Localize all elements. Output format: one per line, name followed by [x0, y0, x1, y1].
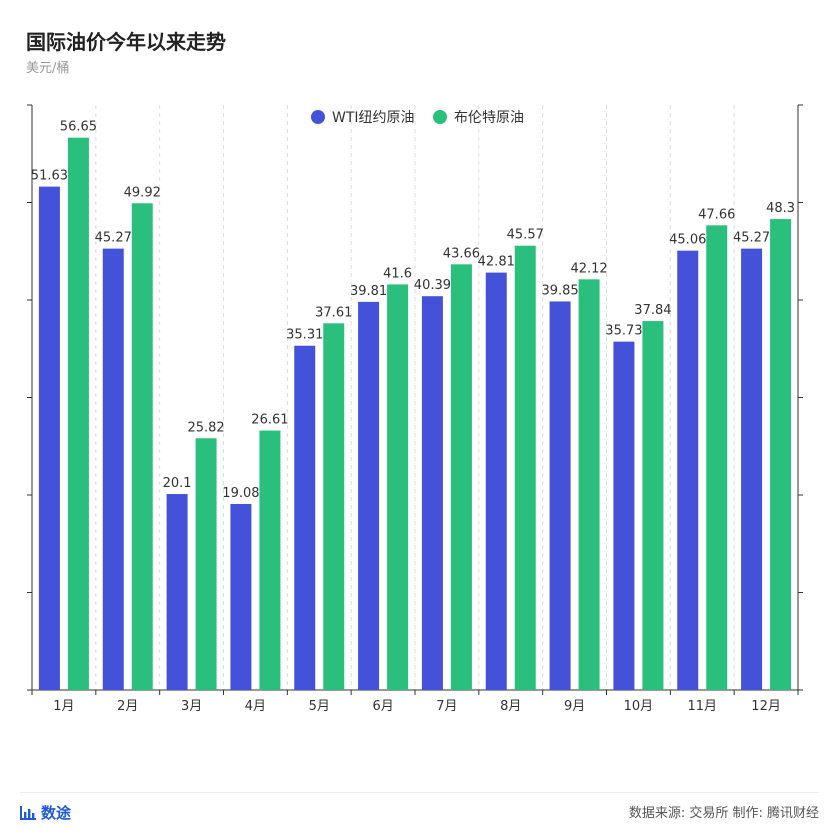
bar-wti — [294, 345, 316, 690]
x-tick-label: 7月 — [436, 699, 457, 714]
data-label: 45.27 — [733, 231, 770, 246]
data-label: 35.31 — [286, 328, 323, 343]
bar-wti — [358, 301, 380, 690]
x-tick-label: 10月 — [624, 699, 654, 714]
bar-brent — [706, 225, 728, 690]
legend-marker — [433, 110, 447, 124]
data-label: 35.73 — [605, 324, 642, 339]
bar-wti — [549, 301, 571, 690]
bar-wti — [102, 248, 124, 690]
x-tick-label: 11月 — [687, 699, 717, 714]
legend-marker — [311, 110, 325, 124]
bar-brent — [578, 279, 600, 690]
axes — [27, 104, 803, 695]
bar-chart-icon — [20, 805, 36, 820]
data-label: 42.81 — [478, 255, 515, 270]
bar-wti — [230, 503, 252, 690]
x-tick-label: 6月 — [372, 699, 393, 714]
bar-wti — [38, 186, 60, 691]
x-tick-label: 1月 — [53, 699, 74, 714]
bar-wti — [421, 296, 443, 690]
bar-wti — [485, 272, 507, 690]
bar-brent — [131, 203, 153, 690]
data-label: 20.1 — [163, 476, 192, 491]
bar-brent — [387, 284, 409, 690]
data-label: 39.85 — [541, 283, 578, 298]
bar-wti — [741, 248, 763, 690]
data-label: 41.6 — [383, 266, 412, 281]
data-label: 56.65 — [60, 120, 97, 135]
data-label: 42.12 — [570, 261, 607, 276]
data-label: 39.81 — [350, 284, 387, 299]
bar-brent — [514, 245, 536, 690]
data-label: 48.3 — [766, 201, 795, 216]
data-label: 45.57 — [507, 228, 544, 243]
x-tick-label: 2月 — [117, 699, 138, 714]
data-label: 51.63 — [31, 169, 68, 184]
data-label: 37.84 — [634, 303, 671, 318]
x-tick-label: 12月 — [751, 699, 781, 714]
data-label: 40.39 — [414, 278, 451, 293]
legend-label: 布伦特原油 — [454, 110, 524, 126]
data-label: 37.61 — [315, 305, 352, 320]
legend[interactable]: WTI纽约原油 布伦特原油 — [311, 110, 524, 126]
bar-wti — [166, 494, 188, 690]
data-label: 45.27 — [95, 231, 132, 246]
x-tick-label: 3月 — [181, 699, 202, 714]
bars — [38, 137, 792, 691]
brand-name: 数途 — [41, 804, 72, 822]
bar-brent — [642, 321, 664, 690]
data-label: 47.66 — [698, 207, 735, 222]
x-tick-label: 9月 — [564, 699, 585, 714]
data-label: 49.92 — [124, 185, 161, 200]
legend-label: WTI纽约原油 — [332, 110, 415, 126]
data-labels: 51.63 56.65 45.27 49.92 20.1 25.82 19.08 26.61 3… — [31, 120, 795, 501]
bar-brent — [67, 137, 89, 691]
gridlines — [95, 105, 735, 690]
bar-chart: 51.63 56.65 45.27 49.92 20.1 25.82 19.08 26.61 3… — [27, 104, 803, 714]
bar-wti — [677, 250, 699, 691]
data-source: 数据来源: 交易所 制作: 腾讯财经 — [628, 806, 819, 821]
bar-brent — [770, 219, 792, 690]
bar-brent — [450, 264, 472, 690]
data-label: 43.66 — [443, 246, 480, 261]
footer-divider — [20, 792, 819, 793]
bar-brent — [259, 430, 281, 690]
data-label: 26.61 — [251, 413, 288, 428]
x-tick-label: 4月 — [245, 699, 266, 714]
data-label: 19.08 — [222, 486, 259, 501]
bar-brent — [323, 323, 345, 690]
x-tick-label: 8月 — [500, 699, 521, 714]
y-axis-unit: 美元/桶 — [26, 61, 70, 76]
data-label: 45.06 — [669, 233, 706, 248]
chart-title: 国际油价今年以来走势 — [26, 30, 226, 54]
x-tick-label: 5月 — [309, 699, 330, 714]
x-tick-labels: 1月 2月 3月 4月 5月 6月 7月 8月 9月 10月 11月 12月 — [53, 699, 781, 714]
data-label: 25.82 — [187, 420, 224, 435]
bar-wti — [613, 341, 635, 690]
bar-brent — [195, 438, 217, 690]
brand-logo[interactable]: 数途 — [20, 802, 71, 823]
